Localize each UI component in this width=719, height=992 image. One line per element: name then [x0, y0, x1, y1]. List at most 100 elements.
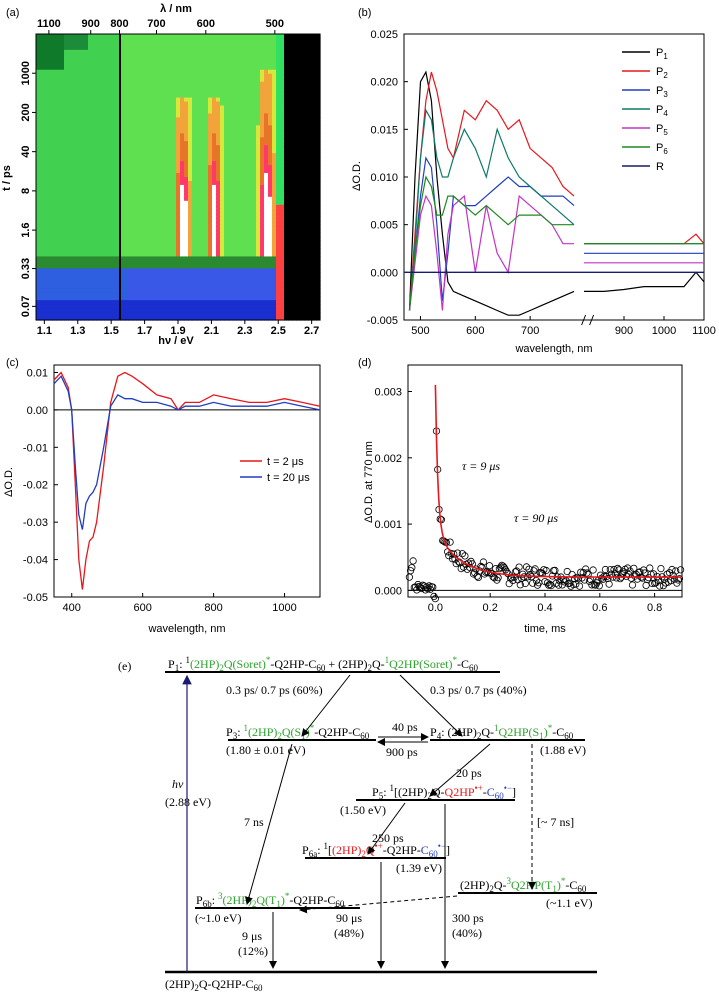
- heatmap-cell: [184, 256, 189, 262]
- heatmap-cell: [152, 173, 157, 178]
- heatmap-cell: [300, 53, 305, 59]
- heatmap-cell: [92, 161, 97, 166]
- heatmap-cell: [228, 69, 233, 75]
- heatmap-cell: [148, 276, 153, 281]
- heatmap-cell: [52, 284, 57, 289]
- heatmap-cell: [292, 248, 297, 254]
- heatmap-cell: [60, 173, 65, 178]
- heatmap-cell: [208, 184, 213, 190]
- heatmap-cell: [300, 224, 305, 230]
- heatmap-cell: [304, 117, 309, 122]
- heatmap-cell: [128, 284, 133, 289]
- heatmap-cell: [52, 41, 57, 47]
- heatmap-cell: [192, 141, 197, 146]
- heatmap-cell: [228, 180, 233, 186]
- heatmap-cell: [160, 153, 165, 158]
- heatmap-cell: [156, 41, 161, 47]
- heatmap-cell: [72, 260, 77, 265]
- heatmap-cell: [36, 200, 41, 206]
- heatmap-cell: [52, 77, 57, 83]
- heatmap-cell: [172, 300, 177, 305]
- heatmap-cell: [100, 308, 105, 313]
- heatmap-cell: [244, 81, 249, 87]
- heatmap-cell: [88, 192, 93, 198]
- heatmap-cell: [76, 304, 81, 309]
- heatmap-cell: [112, 248, 117, 254]
- heatmap-cell: [64, 89, 69, 95]
- heatmap-cell: [204, 141, 209, 146]
- heatmap-cell: [100, 276, 105, 281]
- heatmap-cell: [196, 57, 201, 63]
- heatmap-cell: [164, 260, 169, 265]
- heatmap-cell: [236, 113, 241, 119]
- heatmap-cell: [92, 292, 97, 297]
- heatmap-cell: [212, 157, 217, 162]
- heatmap-cell: [276, 149, 281, 154]
- heatmap-cell: [132, 129, 137, 134]
- heatmap-cell: [112, 312, 117, 317]
- heatmap-cell: [312, 196, 317, 202]
- heatmap-cell: [116, 125, 121, 130]
- heatmap-cell: [244, 244, 249, 250]
- heatmap-cell: [312, 208, 317, 214]
- heatmap-cell: [152, 192, 157, 198]
- heatmap-cell: [52, 109, 57, 115]
- heatmap-cell: [52, 280, 57, 285]
- heatmap-cell: [120, 69, 125, 75]
- heatmap-cell: [180, 129, 185, 134]
- heatmap-cell: [272, 184, 277, 190]
- heatmap-cell: [160, 200, 165, 206]
- heatmap-cell: [308, 288, 313, 293]
- heatmap-cell: [48, 224, 53, 230]
- heatmap-cell: [224, 77, 229, 83]
- heatmap-cell: [120, 61, 125, 67]
- heatmap-cell: [220, 180, 225, 186]
- heatmap-cell: [312, 101, 317, 107]
- heatmap-cell: [84, 192, 89, 198]
- heatmap-cell: [204, 85, 209, 91]
- heatmap-cell: [44, 288, 49, 293]
- heatmap-cell: [172, 177, 177, 182]
- heatmap-cell: [184, 105, 189, 111]
- heatmap-cell: [212, 97, 217, 103]
- heatmap-cell: [300, 121, 305, 126]
- heatmap-cell: [160, 133, 165, 138]
- heatmap-cell: [72, 188, 77, 194]
- heatmap-cell: [176, 34, 181, 39]
- heatmap-cell: [88, 288, 93, 293]
- heatmap-cell: [48, 77, 53, 83]
- heatmap-cell: [172, 252, 177, 258]
- heatmap-cell: [52, 216, 57, 222]
- heatmap-cell: [100, 149, 105, 154]
- heatmap-cell: [276, 256, 281, 262]
- heatmap-cell: [208, 288, 213, 293]
- heatmap-cell: [196, 141, 201, 146]
- heatmap-cell: [120, 109, 125, 115]
- heatmap-cell: [80, 69, 85, 75]
- heatmap-cell: [272, 125, 277, 130]
- heatmap-cell: [88, 296, 93, 301]
- heatmap-cell: [284, 121, 289, 126]
- heatmap-cell: [68, 73, 73, 79]
- heatmap-cell: [272, 208, 277, 214]
- heatmap-cell: [180, 57, 185, 63]
- heatmap-cell: [188, 173, 193, 178]
- heatmap-cell: [300, 180, 305, 186]
- heatmap-cell: [88, 41, 93, 47]
- heatmap-cell: [272, 276, 277, 281]
- heatmap-cell: [252, 244, 257, 250]
- heatmap-cell: [48, 196, 53, 202]
- heatmap-cell: [116, 77, 121, 83]
- heatmap-cell: [288, 65, 293, 71]
- heatmap-cell: [64, 113, 69, 119]
- heatmap-cell: [180, 232, 185, 238]
- heatmap-cell: [184, 288, 189, 293]
- heatmap-cell: [288, 252, 293, 258]
- heatmap-cell: [56, 37, 61, 43]
- heatmap-cell: [100, 292, 105, 297]
- heatmap-cell: [96, 145, 101, 150]
- heatmap-cell: [144, 224, 149, 230]
- heatmap-cell: [200, 101, 205, 107]
- heatmap-cell: [284, 61, 289, 67]
- heatmap-cell: [160, 272, 165, 277]
